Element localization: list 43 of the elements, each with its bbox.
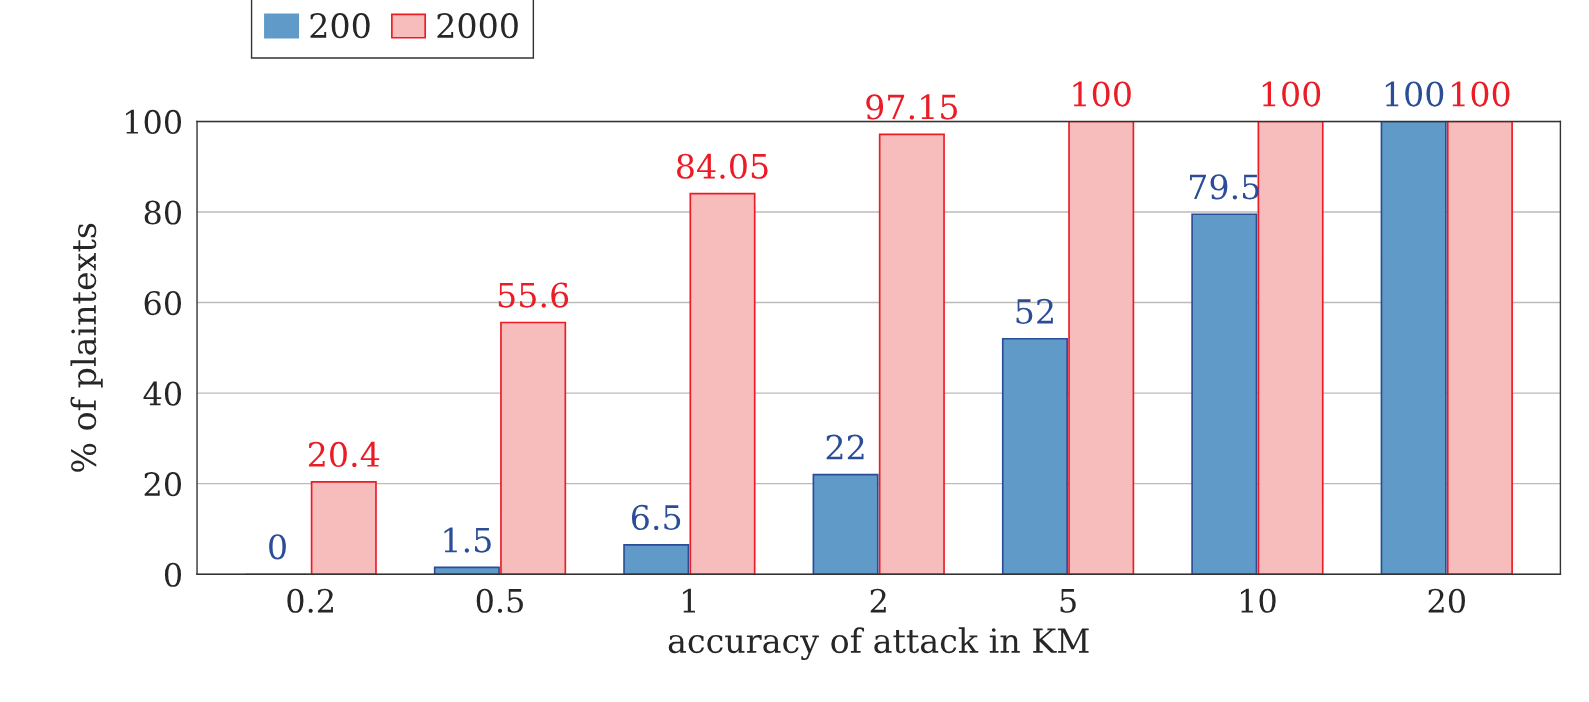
bar xyxy=(1068,121,1135,575)
data-label: 20.4 xyxy=(308,441,380,468)
x-tick-label: 2 xyxy=(870,588,886,613)
bar xyxy=(689,192,756,575)
legend-label: 200 xyxy=(310,13,370,39)
data-label: 97.15 xyxy=(866,94,957,120)
data-label: 100 xyxy=(1073,81,1131,107)
bar xyxy=(500,321,567,575)
bar xyxy=(1380,121,1447,575)
bar xyxy=(878,133,945,575)
data-label: 100 xyxy=(1262,81,1321,107)
x-tick-label: 20 xyxy=(1428,588,1465,613)
y-tick-label: 40 xyxy=(143,381,182,406)
data-label: 6.5 xyxy=(631,504,681,531)
x-tick-label: 5 xyxy=(1060,589,1076,613)
data-label: 100 xyxy=(1452,81,1510,107)
bar xyxy=(1446,121,1513,575)
bar xyxy=(812,473,879,575)
data-label: 55.6 xyxy=(498,282,569,308)
y-tick-label: 0 xyxy=(164,562,182,587)
legend-label: 2000 xyxy=(437,13,518,39)
bar xyxy=(310,481,377,575)
data-label: 1.5 xyxy=(444,527,491,553)
x-tick-label: 0.2 xyxy=(287,588,333,613)
y-tick-label: 60 xyxy=(144,290,182,316)
y-tick-label: 80 xyxy=(144,200,182,225)
x-tick-label: 0.5 xyxy=(476,588,523,613)
bar xyxy=(1257,121,1324,575)
bar xyxy=(1001,337,1068,575)
y-tick-label: 20 xyxy=(144,472,182,497)
x-tick-label: 1 xyxy=(683,588,695,613)
y-tick-label: 100 xyxy=(126,109,182,135)
x-axis-title: accuracy of attack in KM xyxy=(668,627,1089,661)
x-tick-label: 10 xyxy=(1241,588,1276,613)
bar xyxy=(623,543,690,575)
data-label: 22 xyxy=(826,434,864,460)
y-axis-title: % of plaintexts xyxy=(70,223,103,472)
data-label: 0 xyxy=(269,534,286,560)
data-label: 100 xyxy=(1385,81,1444,107)
bar xyxy=(1191,213,1258,575)
data-label: 84.05 xyxy=(677,153,768,179)
bar xyxy=(433,566,500,575)
data-label: 52 xyxy=(1016,298,1053,324)
